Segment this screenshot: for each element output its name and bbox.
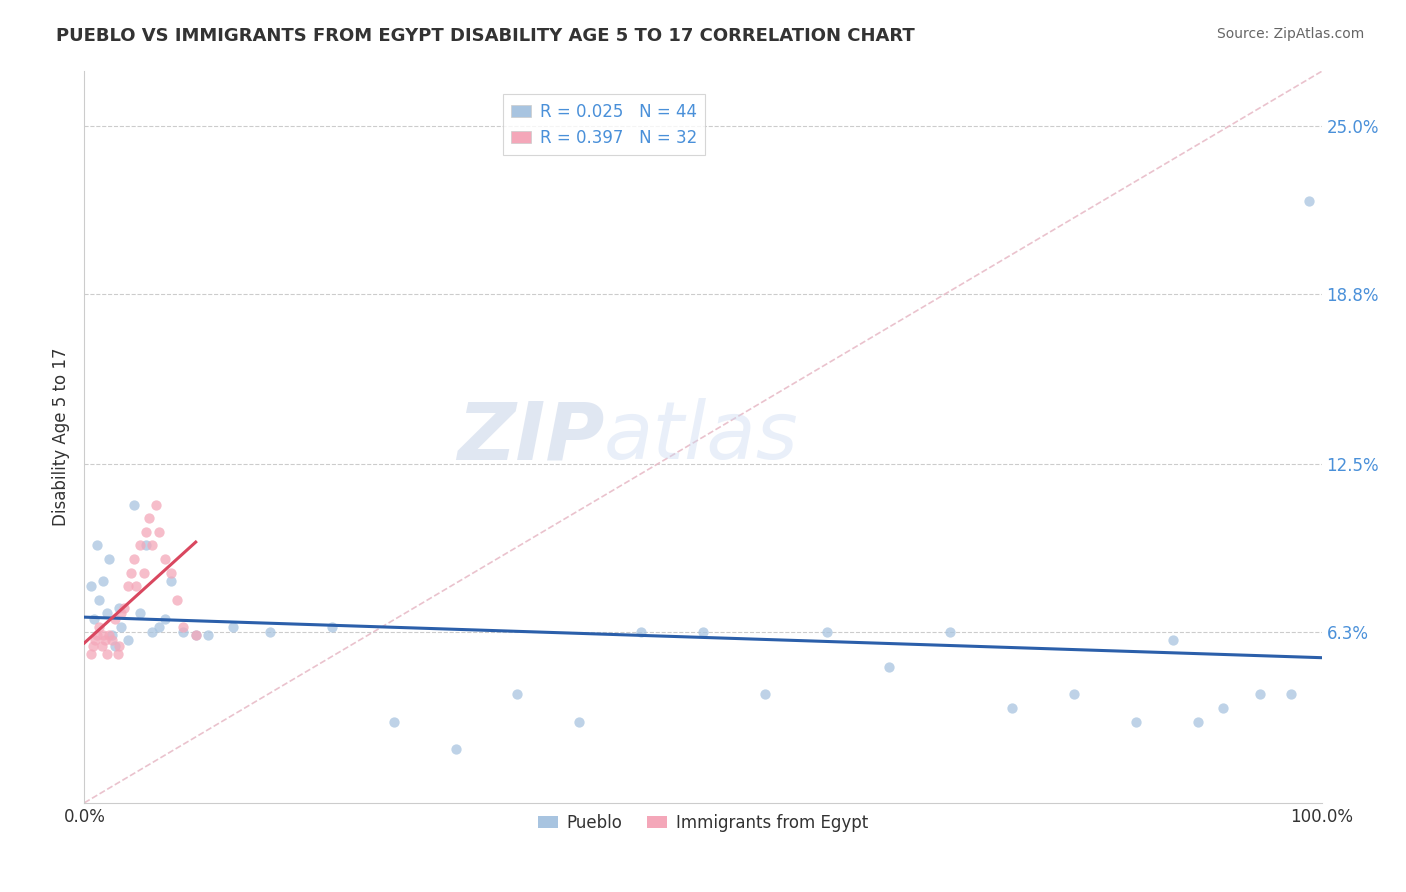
Point: [506, 688, 529, 702]
Point: [125, 579, 148, 593]
Point: [197, 628, 219, 642]
Point: [141, 538, 163, 552]
Point: [98, 552, 121, 566]
Point: [630, 625, 652, 640]
Point: [129, 606, 152, 620]
Point: [160, 566, 183, 580]
Point: [1063, 688, 1085, 702]
Point: [108, 600, 131, 615]
Point: [89, 592, 111, 607]
Point: [153, 611, 176, 625]
Text: atlas: atlas: [605, 398, 799, 476]
Point: [90, 639, 112, 653]
Point: [108, 639, 131, 653]
Point: [122, 552, 145, 566]
Legend: Pueblo, Immigrants from Egypt: Pueblo, Immigrants from Egypt: [531, 807, 875, 838]
Point: [1212, 701, 1234, 715]
Point: [939, 625, 962, 640]
Point: [815, 625, 838, 640]
Point: [166, 592, 188, 607]
Point: [692, 625, 714, 640]
Point: [148, 620, 170, 634]
Point: [1001, 701, 1024, 715]
Point: [112, 600, 135, 615]
Point: [98, 628, 121, 642]
Point: [107, 647, 129, 661]
Point: [79, 579, 101, 593]
Point: [141, 625, 163, 640]
Point: [117, 579, 139, 593]
Point: [135, 538, 157, 552]
Point: [877, 660, 900, 674]
Text: Source: ZipAtlas.com: Source: ZipAtlas.com: [1216, 27, 1364, 41]
Point: [110, 606, 132, 620]
Point: [1125, 714, 1147, 729]
Point: [1249, 688, 1271, 702]
Point: [222, 620, 245, 634]
Point: [110, 620, 132, 634]
Point: [259, 625, 281, 640]
Point: [129, 538, 152, 552]
Point: [91, 628, 114, 642]
Point: [184, 628, 207, 642]
Point: [86, 628, 108, 642]
Point: [96, 606, 118, 620]
Point: [172, 620, 194, 634]
Text: PUEBLO VS IMMIGRANTS FROM EGYPT DISABILITY AGE 5 TO 17 CORRELATION CHART: PUEBLO VS IMMIGRANTS FROM EGYPT DISABILI…: [56, 27, 915, 45]
Point: [104, 611, 127, 625]
Point: [94, 633, 117, 648]
Point: [82, 639, 104, 653]
Point: [1298, 194, 1320, 209]
Point: [91, 574, 114, 588]
Y-axis label: Disability Age 5 to 17: Disability Age 5 to 17: [52, 348, 70, 526]
Text: ZIP: ZIP: [457, 398, 605, 476]
Point: [122, 498, 145, 512]
Point: [100, 633, 122, 648]
Point: [89, 620, 111, 634]
Point: [145, 498, 167, 512]
Point: [132, 566, 155, 580]
Point: [79, 647, 101, 661]
Point: [382, 714, 405, 729]
Point: [1279, 688, 1302, 702]
Point: [148, 524, 170, 539]
Point: [1187, 714, 1209, 729]
Point: [84, 633, 107, 648]
Point: [135, 524, 157, 539]
Point: [104, 639, 127, 653]
Point: [1161, 633, 1184, 648]
Point: [160, 574, 183, 588]
Point: [120, 566, 142, 580]
Point: [138, 511, 160, 525]
Point: [117, 633, 139, 648]
Point: [568, 714, 591, 729]
Point: [96, 647, 118, 661]
Point: [86, 538, 108, 552]
Point: [100, 628, 122, 642]
Point: [153, 552, 176, 566]
Point: [321, 620, 343, 634]
Point: [184, 628, 207, 642]
Point: [83, 611, 105, 625]
Point: [754, 688, 776, 702]
Point: [172, 625, 194, 640]
Point: [444, 741, 467, 756]
